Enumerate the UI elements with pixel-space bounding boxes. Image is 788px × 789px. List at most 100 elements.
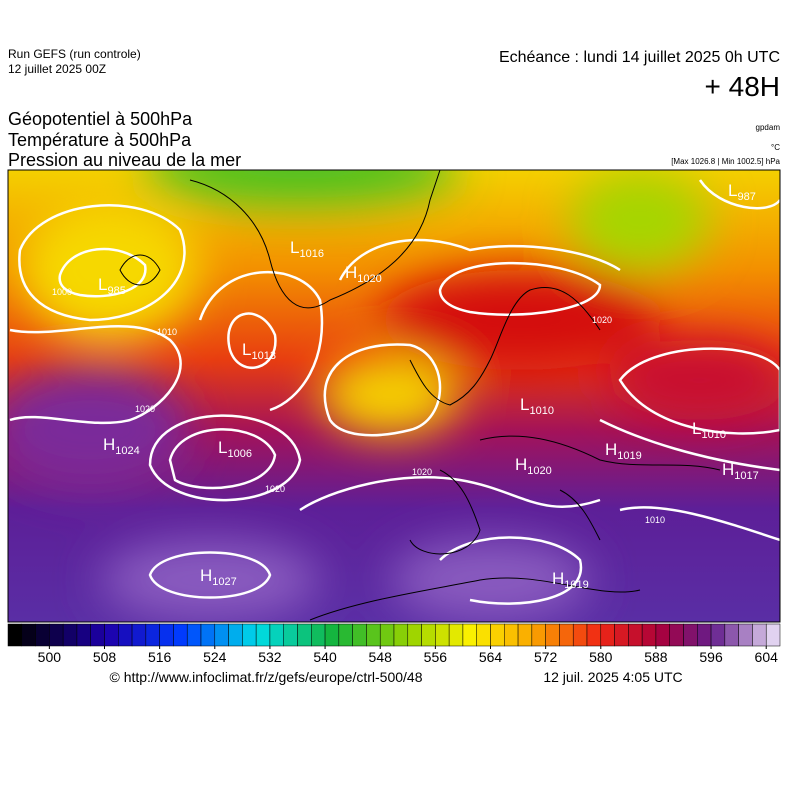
colorbar-tick-label: 524 xyxy=(203,649,227,665)
colorbar-cell xyxy=(35,623,50,647)
colorbar-cell xyxy=(90,623,105,647)
colorbar-tick-label: 532 xyxy=(258,649,282,665)
colorbar-cell xyxy=(200,623,216,647)
field-name: Pression au niveau de la mer xyxy=(8,150,241,170)
colorbar-tick-label: 572 xyxy=(534,649,558,665)
center-type: H xyxy=(722,460,734,479)
colorbar-cell xyxy=(421,623,436,647)
colorbar: 500 508 516 524 532 540 548 556 564 572 580 588 596 6… xyxy=(7,623,781,665)
colorbar-cell xyxy=(214,623,229,647)
center-pressure: 1019 xyxy=(617,450,641,462)
pressure-center: H1019 xyxy=(552,569,589,591)
center-pressure: 1013 xyxy=(251,350,275,362)
colorbar-cell xyxy=(297,623,312,647)
pressure-center: H1019 xyxy=(605,440,642,462)
colorbar-cell xyxy=(669,623,684,647)
isobar-label: 1020 xyxy=(412,467,432,477)
colorbar-cell xyxy=(586,623,602,647)
center-type: H xyxy=(605,440,617,459)
colorbar-cell xyxy=(76,623,91,647)
center-pressure: 1020 xyxy=(357,273,381,285)
colorbar-tick-label: 516 xyxy=(148,649,172,665)
isobar-labels: 1000 1010 1020 1020 1020 1020 1010 xyxy=(52,287,665,525)
center-type: H xyxy=(103,435,115,454)
colorbar-cell xyxy=(228,623,243,647)
colorbar-cell xyxy=(62,623,78,647)
colorbar-cell xyxy=(655,623,670,647)
map-frame xyxy=(7,169,781,623)
colorbar-cell xyxy=(724,623,739,647)
isobar-label: 1010 xyxy=(157,327,177,337)
colorbar-cell xyxy=(255,623,271,647)
center-type: L xyxy=(218,438,227,457)
center-type: H xyxy=(200,566,212,585)
lead-time: + 48H xyxy=(705,71,781,102)
colorbar-cell xyxy=(600,623,615,647)
colorbar-tick-label: 580 xyxy=(589,649,613,665)
colorbar-cell xyxy=(710,623,726,647)
colorbar-cell xyxy=(476,623,491,647)
center-pressure: 987 xyxy=(737,191,755,203)
center-pressure: 1006 xyxy=(227,448,251,460)
center-type: H xyxy=(552,569,564,588)
colorbar-cell xyxy=(159,623,174,647)
colorbar-cell xyxy=(283,623,298,647)
center-pressure: 1020 xyxy=(527,465,551,477)
center-pressure: 1024 xyxy=(115,445,139,457)
colorbar-cell xyxy=(338,623,353,647)
run-date: 12 juillet 2025 00Z xyxy=(8,62,106,76)
colorbar-cell xyxy=(145,623,160,647)
unit: [Max 1026.8 | Min 1002.5] hPa xyxy=(671,157,780,166)
colorbar-tick-label: 500 xyxy=(38,649,62,665)
colorbar-cell xyxy=(393,623,409,647)
isobar-label: 1020 xyxy=(592,315,612,325)
center-type: L xyxy=(520,395,529,414)
pressure-center: H1024 xyxy=(103,435,140,457)
colorbar-tick-label: 548 xyxy=(369,649,393,665)
colorbar-tick-label: 540 xyxy=(313,649,337,665)
center-pressure: 1016 xyxy=(299,248,323,260)
center-pressure: 1019 xyxy=(564,579,588,591)
colorbar-cell xyxy=(104,623,119,647)
pressure-center: L1006 xyxy=(218,438,252,460)
colorbar-tick-label: 588 xyxy=(644,649,668,665)
center-pressure: 985 xyxy=(107,285,125,297)
pressure-center: L1013 xyxy=(242,340,276,362)
colorbar-tick-label: 564 xyxy=(479,649,503,665)
colorbar-cell xyxy=(545,623,560,647)
colorbar-cell xyxy=(614,623,629,647)
field-name: Géopotentiel à 500hPa xyxy=(8,109,193,129)
run-name: Run GEFS (run controle) xyxy=(8,47,141,61)
center-pressure: 1010 xyxy=(529,405,553,417)
pressure-center: L1010 xyxy=(692,419,726,441)
pressure-center: L1010 xyxy=(520,395,554,417)
center-pressure: 1010 xyxy=(701,429,725,441)
pressure-center: L1016 xyxy=(290,238,324,260)
colorbar-cell xyxy=(559,623,574,647)
colorbar-cell xyxy=(738,623,753,647)
field-shading xyxy=(8,170,780,620)
center-type: H xyxy=(345,263,357,282)
pressure-center: H1020 xyxy=(345,263,382,285)
colorbar-tick-label: 604 xyxy=(755,649,779,665)
colorbar-tick-label: 508 xyxy=(93,649,117,665)
pressure-center: H1020 xyxy=(515,455,552,477)
colorbar-cell xyxy=(531,623,546,647)
colorbar-cell xyxy=(242,623,257,647)
colorbar-cell xyxy=(572,623,588,647)
center-type: L xyxy=(98,275,107,294)
colorbar-tick-label: 556 xyxy=(424,649,448,665)
colorbar-cell xyxy=(641,623,657,647)
colorbar-cell xyxy=(765,623,781,647)
field-name: Température à 500hPa xyxy=(8,130,192,150)
colorbar-cell xyxy=(118,623,133,647)
colorbar-cell xyxy=(517,623,533,647)
isobar-label: 1010 xyxy=(645,515,665,525)
pressure-center: H1027 xyxy=(200,566,237,588)
colorbar-cell xyxy=(366,623,381,647)
isobars xyxy=(9,179,780,605)
